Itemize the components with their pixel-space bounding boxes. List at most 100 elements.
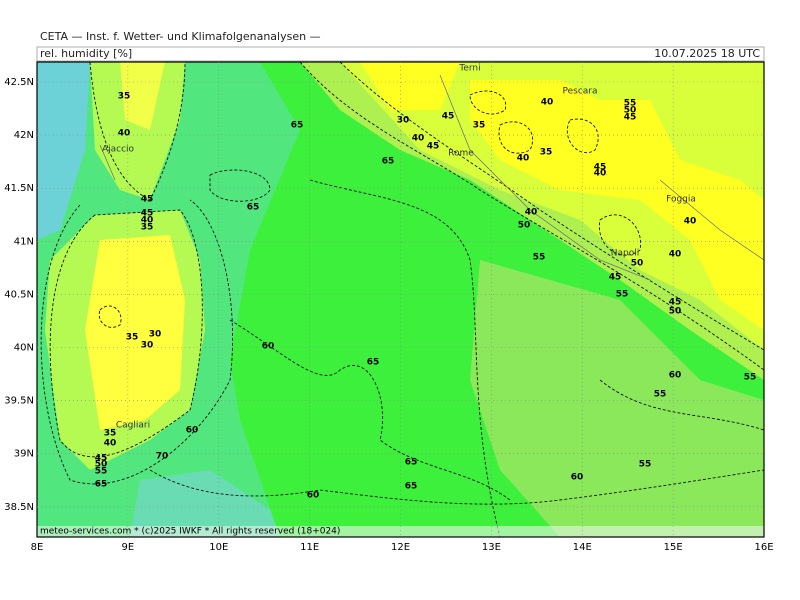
contour-label: 65 xyxy=(405,482,418,492)
contour-label: 45 xyxy=(669,298,682,308)
contour-label: 45 xyxy=(442,112,455,122)
contour-label: 50 xyxy=(95,460,108,470)
contour-label: 40 xyxy=(412,134,425,144)
field-corsica xyxy=(90,62,185,200)
contour-line xyxy=(89,62,186,201)
contour-label: 35 xyxy=(104,429,117,439)
y-tick-label: 42.5N xyxy=(4,77,34,88)
contour-label: 30 xyxy=(397,116,410,126)
x-tick-label: 9E xyxy=(122,542,135,553)
contour-label: 65 xyxy=(367,358,380,368)
header-bar xyxy=(36,46,765,62)
contour-line xyxy=(149,469,764,505)
footer-band xyxy=(37,526,764,537)
contour-line xyxy=(49,209,203,458)
city-label: Pescara xyxy=(562,87,597,97)
y-tick-label: 41N xyxy=(14,236,34,247)
contour-label: 50 xyxy=(624,106,637,116)
contour-label: 45 xyxy=(95,454,108,464)
field-corsica-dry xyxy=(120,62,165,130)
contour-label: 50 xyxy=(631,259,644,269)
contour-label: 55 xyxy=(624,99,637,109)
variable-label: rel. humidity [%] xyxy=(40,47,132,60)
city-label: Rome xyxy=(448,149,474,159)
contour-label: 35 xyxy=(473,121,486,131)
y-tick-label: 41.5N xyxy=(4,183,34,194)
city-label: Terni xyxy=(458,64,480,74)
contour-label: 55 xyxy=(95,467,108,477)
datetime-label: 10.07.2025 18 UTC xyxy=(654,47,760,60)
city-label: Napoli xyxy=(611,249,639,259)
x-tick-label: 11E xyxy=(300,542,319,553)
contour-label: 40 xyxy=(104,439,117,449)
footer-credit: meteo-services.com * (c)2025 IWKF * All … xyxy=(40,527,340,537)
y-tick-label: 42N xyxy=(14,130,34,141)
map xyxy=(36,61,765,538)
x-tick-label: 12E xyxy=(391,542,410,553)
contour-label: 30 xyxy=(149,330,162,340)
contour-line xyxy=(229,319,511,501)
contour-label: 60 xyxy=(571,473,584,483)
contour-label: 65 xyxy=(95,480,108,490)
x-tick-label: 14E xyxy=(573,542,592,553)
contour-label: 35 xyxy=(141,223,154,233)
y-tick-label: 38.5N xyxy=(4,502,34,513)
contour-label: 45 xyxy=(594,163,607,173)
x-tick-label: 8E xyxy=(31,542,44,553)
contour-label: 60 xyxy=(186,426,199,436)
contour-label: 65 xyxy=(405,458,418,468)
contour-label: 35 xyxy=(126,333,139,343)
x-tick-label: 15E xyxy=(664,542,683,553)
contour-label: 40 xyxy=(541,98,554,108)
field-teal xyxy=(130,470,280,537)
y-tick-label: 40N xyxy=(14,343,34,354)
contour-label: 40 xyxy=(525,208,538,218)
contour-label: 55 xyxy=(639,460,652,470)
contour-label: 40 xyxy=(669,250,682,260)
city-label: Foggia xyxy=(666,195,696,205)
city-label: Ajaccio xyxy=(102,145,135,155)
y-tick-label: 39.5N xyxy=(4,396,34,407)
city-label: Cagliari xyxy=(116,421,150,431)
contour-line xyxy=(599,379,764,431)
contour-label: 35 xyxy=(540,148,553,158)
x-tick-label: 10E xyxy=(209,542,228,553)
contour-line xyxy=(40,199,234,485)
header-title: CETA — Inst. f. Wetter- und Klimafolgena… xyxy=(40,30,321,43)
contour-label: 40 xyxy=(517,154,530,164)
contour-label: 40 xyxy=(141,216,154,226)
contour-label: 45 xyxy=(141,209,154,219)
contour-label: 40 xyxy=(684,217,697,227)
field-cyan xyxy=(37,62,90,240)
field-italy-driest xyxy=(360,62,764,330)
y-tick-label: 39N xyxy=(14,449,34,460)
contour-label: 30 xyxy=(141,341,154,351)
contour-label: 65 xyxy=(382,157,395,167)
contour-label: 65 xyxy=(291,121,304,131)
contour-label: 55 xyxy=(533,253,546,263)
x-tick-label: 16E xyxy=(754,542,773,553)
contour-line xyxy=(339,62,764,351)
contour-label: 60 xyxy=(307,491,320,501)
contour-label: 60 xyxy=(669,371,682,381)
contour-line xyxy=(209,169,271,202)
contour-label: 45 xyxy=(427,142,440,152)
field-sardinia-dry xyxy=(85,235,185,430)
contour-label: 40 xyxy=(594,169,607,179)
contour-label: 40 xyxy=(118,129,131,139)
contour-label: 50 xyxy=(518,221,531,231)
field-southeast xyxy=(470,260,764,537)
contour-line xyxy=(98,90,642,328)
contour-label: 55 xyxy=(654,390,667,400)
contour-label: 55 xyxy=(744,373,757,383)
contour-label: 60 xyxy=(262,342,275,352)
contour-label: 35 xyxy=(118,92,131,102)
coastline xyxy=(99,74,764,281)
contour-label: 45 xyxy=(141,195,154,205)
contour-label: 45 xyxy=(609,273,622,283)
contour-label: 50 xyxy=(669,307,682,317)
contour-label: 65 xyxy=(247,203,260,213)
y-tick-label: 40.5N xyxy=(4,289,34,300)
contour-label: 55 xyxy=(616,290,629,300)
